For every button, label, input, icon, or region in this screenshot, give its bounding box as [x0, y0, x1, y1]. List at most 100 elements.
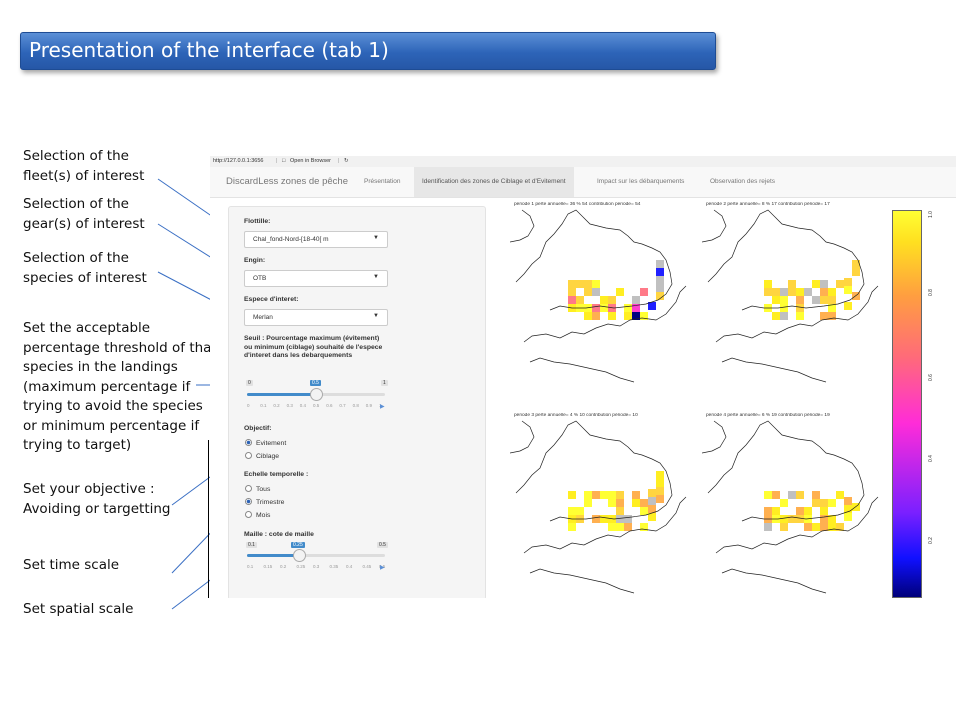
map-cell [640, 507, 648, 515]
map-cell [828, 312, 836, 320]
annotation-line: species of interest [23, 269, 147, 286]
colorbar-label: 0.4 [928, 455, 934, 462]
tab-observation[interactable]: Observation des rejets [710, 178, 776, 185]
open-in-browser-button[interactable]: Open in Browser [290, 158, 331, 164]
map-cell [844, 505, 852, 513]
radio-tous[interactable]: Tous [245, 485, 270, 493]
maille-slider-track[interactable] [247, 554, 385, 557]
slider-tick-label: 0.3 [313, 564, 320, 569]
annotation-line: Selection of the [23, 148, 129, 164]
map-title: période 4 perte annuelle= 6 % 19 contrib… [706, 413, 830, 418]
map-cell [568, 288, 576, 296]
slider-tick-label: 0.1 [247, 564, 254, 569]
espece-select[interactable]: Merlan ▼ [244, 309, 388, 326]
map-cell [576, 280, 584, 288]
slider-tick-label: 0.4 [346, 564, 353, 569]
map-title: période 2 perte annuelle= 8 % 17 contrib… [706, 202, 830, 207]
map-cell [592, 491, 600, 499]
colorbar-label: 0.2 [928, 537, 934, 544]
map-cell [632, 296, 640, 304]
map-cell [780, 523, 788, 531]
map-cell [568, 523, 576, 531]
annotation-line: trying to target) [23, 437, 132, 453]
radio-unchecked-icon [245, 485, 252, 492]
slider-tick-label: 0.9 [365, 403, 373, 408]
map-periode-3: période 3 perte annuelle= 4 % 10 contrib… [510, 413, 694, 598]
map-cell [852, 260, 860, 268]
play-icon[interactable]: ▶ [380, 565, 385, 571]
coastline [510, 209, 535, 243]
maille-max: 0.5 [377, 542, 388, 548]
caret-down-icon: ▼ [373, 313, 379, 319]
radio-unchecked-icon [245, 452, 252, 459]
annotation-objective: Set your objective : Avoiding or targett… [23, 480, 171, 519]
app-brand[interactable]: DiscardLess zones de pêche [226, 176, 348, 187]
map-cell [568, 280, 576, 288]
map-cell [616, 515, 624, 523]
map-cell [568, 507, 576, 515]
map-cell [648, 489, 656, 497]
annotation-line: species in the landings [23, 359, 178, 375]
colorbar-label: 1.0 [928, 211, 934, 218]
map-cell [624, 523, 632, 531]
map-cell [828, 288, 836, 296]
map-cell [780, 304, 788, 312]
map-cell [852, 503, 860, 511]
radio-evitement[interactable]: Evitement [245, 439, 286, 447]
radio-ciblage[interactable]: Ciblage [245, 452, 279, 460]
map-cell [772, 491, 780, 499]
radio-mois[interactable]: Mois [245, 511, 270, 519]
seuil-max: 1 [381, 380, 388, 386]
slider-tick-label: 0.6 [326, 403, 333, 408]
map-cell [844, 497, 852, 505]
radio-label: Mois [256, 512, 271, 519]
slider-tick-label: 0.5 [379, 564, 386, 569]
map-cell [772, 312, 780, 320]
map-cell [608, 491, 616, 499]
radio-label: Tous [256, 486, 271, 493]
map-cell [788, 515, 796, 523]
map-cell [656, 284, 664, 292]
map-cell [624, 515, 632, 523]
annotation-line: trying to avoid the species [23, 398, 203, 414]
map-cell [584, 491, 592, 499]
browser-url[interactable]: http://127.0.0.1:3656 [213, 158, 264, 164]
tab-identification[interactable]: Identification des zones de Ciblage et d… [414, 167, 574, 197]
map-cell [764, 491, 772, 499]
refresh-icon[interactable]: ↻ [344, 158, 349, 164]
echelle-label: Echelle temporelle : [244, 471, 309, 478]
map-cell [804, 288, 812, 296]
maille-slider-handle[interactable] [293, 549, 306, 562]
coastline [523, 496, 687, 554]
map-cell [836, 280, 844, 288]
map-cell [788, 288, 796, 296]
map-cell [600, 296, 608, 304]
map-cell [796, 515, 804, 523]
flottille-select[interactable]: Chal_fond-Nord-[18-40[ m ▼ [244, 231, 388, 248]
map-cell [788, 491, 796, 499]
coastline [529, 568, 635, 594]
map-cell [764, 288, 772, 296]
slider-tick-label: 1 [379, 403, 382, 408]
flottille-label: Flottille: [244, 218, 271, 225]
map-cell [772, 296, 780, 304]
engin-select[interactable]: OTB ▼ [244, 270, 388, 287]
map-cell [780, 312, 788, 320]
map-cell [632, 499, 640, 507]
radio-trimestre[interactable]: Trimestre [245, 498, 284, 506]
sidebar-panel: Flottille: Chal_fond-Nord-[18-40[ m ▼ En… [228, 206, 486, 598]
map-cell [780, 296, 788, 304]
map-cell [796, 312, 804, 320]
tab-impact[interactable]: Impact sur les débarquements [597, 178, 685, 185]
annotation-line: gear(s) of interest [23, 215, 145, 232]
annotation-line: percentage threshold of that [23, 339, 217, 356]
seuil-slider-handle[interactable] [310, 388, 323, 401]
map-cell [592, 280, 600, 288]
tab-presentation[interactable]: Présentation [364, 178, 401, 185]
map-cell [852, 268, 860, 276]
radio-label: Trimestre [256, 499, 285, 506]
coastline [707, 420, 865, 522]
map-cell [640, 523, 648, 531]
play-icon[interactable]: ▶ [380, 404, 385, 410]
slider-tick-label: 0.3 [286, 403, 293, 408]
